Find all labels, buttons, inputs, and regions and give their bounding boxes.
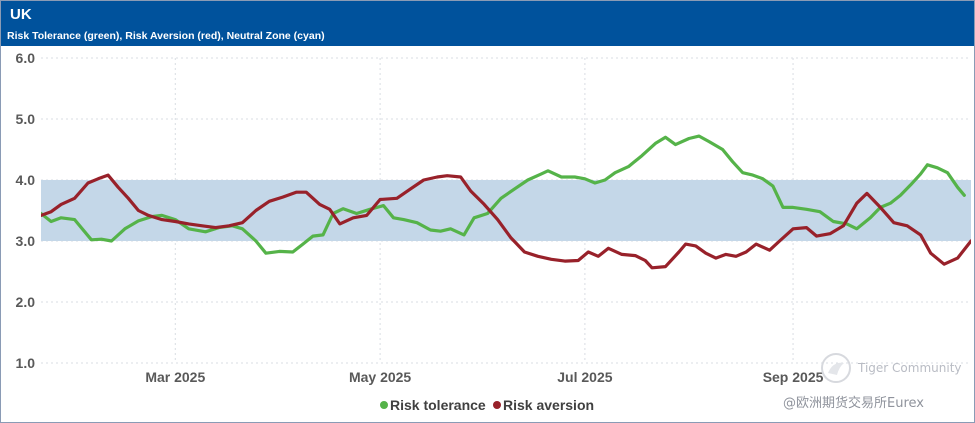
axis-layer: 1.0 2.0 3.0 4.0 5.0 6.0 Mar 2025 May 2025 Jul 20… (16, 50, 824, 385)
series-line-risk-aversion (41, 173, 971, 270)
x-tick-label: Jul 2025 (557, 369, 612, 385)
tiger-logo-icon (821, 353, 851, 383)
legend-marker-risk-aversion (493, 401, 501, 409)
x-tick-label: Mar 2025 (145, 369, 205, 385)
legend-marker-risk-tolerance (380, 401, 388, 409)
y-tick-label: 2.0 (16, 294, 36, 310)
series-line-risk-tolerance (41, 134, 966, 255)
y-tick-label: 4.0 (16, 172, 36, 188)
chart-header (1, 1, 974, 46)
y-tick-label: 6.0 (16, 50, 36, 66)
x-tick-label: Sep 2025 (763, 369, 824, 385)
series-layer (41, 134, 971, 270)
chart-title: UK (10, 6, 32, 23)
legend: Risk tolerance Risk aversion (380, 397, 594, 413)
legend-label-risk-aversion: Risk aversion (503, 397, 594, 413)
watermark-text: Tiger Community (858, 361, 962, 375)
watermark-source: @欧洲期货交易所Eurex (783, 396, 924, 411)
legend-label-risk-tolerance: Risk tolerance (390, 397, 486, 413)
y-tick-label: 5.0 (16, 111, 36, 127)
y-tick-label: 1.0 (16, 355, 36, 371)
chart-subtitle: Risk Tolerance (green), Risk Aversion (r… (7, 30, 325, 42)
x-tick-label: May 2025 (349, 369, 411, 385)
y-tick-label: 3.0 (16, 233, 36, 249)
